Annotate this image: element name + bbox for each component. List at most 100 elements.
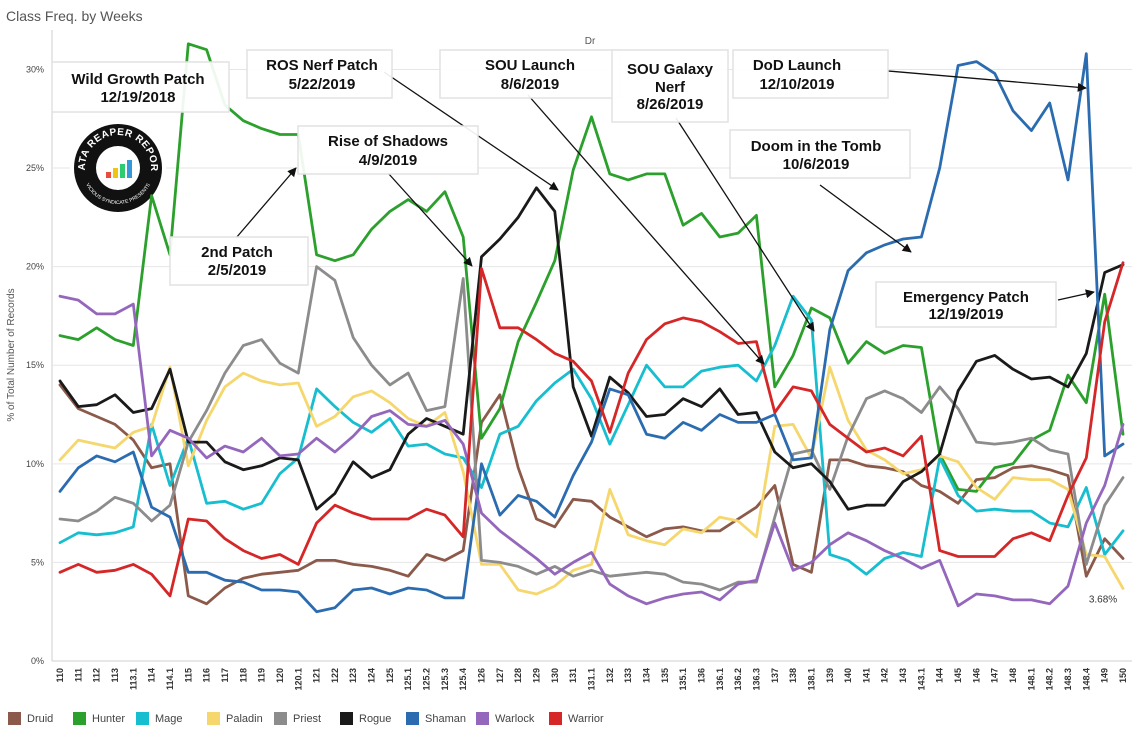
x-tick-label: 148.3 [1063, 668, 1073, 691]
x-tick-label: 125.3 [440, 668, 450, 691]
y-tick-label: 0% [31, 656, 44, 666]
y-tick-label: 20% [26, 262, 44, 272]
annotation-text-ros-nerf: ROS Nerf Patch [266, 57, 378, 74]
y-tick-label: 5% [31, 557, 44, 567]
legend-swatch-warrior [549, 712, 562, 725]
annotation-text-sou-galaxy: 8/26/2019 [637, 96, 704, 113]
x-tick-label: 117 [220, 668, 230, 683]
y-axis-label: % of Total Number of Records [6, 288, 17, 421]
annotation-arrow-doom-tomb [819, 184, 912, 253]
x-tick-label: 118 [238, 668, 248, 683]
x-tick-label: 113 [110, 668, 120, 683]
legend-swatch-hunter [73, 712, 86, 725]
series-line-rogue [58, 186, 1125, 511]
legend-swatch-druid [8, 712, 21, 725]
series-line-mage [58, 294, 1125, 576]
chart-title: Class Freq. by Weeks [6, 8, 143, 24]
legend-label-warlock: Warlock [495, 713, 535, 725]
x-tick-label: 112 [92, 668, 102, 683]
logo-bar [113, 168, 118, 178]
annotation-box-emergency [875, 281, 1057, 328]
annotation-text-wild-growth: Wild Growth Patch [71, 71, 204, 88]
legend-label-rogue: Rogue [359, 713, 391, 725]
annotation-box-rise-of-shadows [297, 125, 479, 175]
legend-label-mage: Mage [155, 713, 183, 725]
x-tick-label: 126 [477, 668, 487, 683]
x-tick-label: 111 [73, 668, 83, 682]
x-tick-label: 140 [843, 668, 853, 683]
x-tick-label: 114.1 [165, 668, 175, 690]
series-line-priest [58, 265, 1125, 592]
annotation-box-sou-galaxy [611, 49, 729, 123]
x-tick-label: 141 [861, 668, 871, 683]
x-tick-label: 150 [1118, 668, 1128, 683]
x-tick-label: 123 [348, 668, 358, 683]
x-tick-label: 127 [495, 668, 505, 683]
annotation-arrow-sou-galaxy [675, 117, 815, 332]
logo-bar [120, 164, 125, 178]
annotation-arrow-dod-launch [887, 70, 1087, 92]
logo-bar [127, 160, 132, 178]
x-tick-label: 133 [623, 668, 633, 683]
annotation-text-sou-launch: SOU Launch [485, 57, 575, 74]
x-tick-label: 124 [367, 668, 377, 683]
x-tick-label: 136.2 [733, 668, 743, 691]
series-line-hunter [58, 42, 1125, 493]
annotation-text-dod-launch: DoD Launch [753, 57, 841, 74]
annotation-text-ros-nerf: 5/22/2019 [289, 76, 356, 93]
x-tick-label: 129 [532, 668, 542, 683]
annotation-text-sou-galaxy: SOU Galaxy [627, 61, 714, 78]
x-tick-label: 120.1 [293, 668, 303, 691]
y-tick-layer: 0% 5% 10% 15% 20% 25% 30% [26, 64, 44, 666]
x-tick-label: 115 [183, 668, 193, 683]
annotation-box-second-patch [169, 236, 309, 286]
y-tick-label: 30% [26, 64, 44, 74]
annotation-text-wild-growth: 12/19/2018 [100, 89, 175, 106]
x-tick-label: 120 [275, 668, 285, 683]
x-tick-label: 144 [935, 668, 945, 683]
grid-layer [51, 30, 1132, 662]
x-tick-label: 135.1 [678, 668, 688, 691]
x-tick-layer: 110 111 112 113 113.1 114 114.1 115 116 117 118 119… [55, 668, 1128, 691]
x-tick-label: 130 [550, 668, 560, 683]
annotation-text-emergency: 12/19/2019 [928, 306, 1003, 323]
x-tick-label: 143 [898, 668, 908, 683]
x-tick-label: 146 [971, 668, 981, 683]
series-line-warlock [58, 294, 1125, 608]
legend-label-priest: Priest [293, 713, 321, 725]
x-tick-label: 136.1 [715, 668, 725, 691]
x-tick-label: 125.2 [422, 668, 432, 691]
series-line-shaman [58, 52, 1125, 614]
legend-swatch-paladin [207, 712, 220, 725]
legend-label-druid: Druid [27, 713, 53, 725]
series-line-warrior [58, 261, 1125, 598]
annotation-box-doom-tomb [729, 129, 911, 179]
legend-label-hunter: Hunter [92, 713, 125, 725]
x-tick-label: 132 [605, 668, 615, 683]
x-tick-label: 137 [770, 668, 780, 683]
logo-bar [106, 172, 111, 178]
x-tick-label: 143.1 [916, 668, 926, 691]
x-tick-label: 114 [147, 668, 157, 683]
annotation-box-ros-nerf [246, 49, 393, 99]
annotation-text-sou-galaxy: Nerf [655, 79, 686, 96]
x-tick-label: 136 [696, 668, 706, 683]
annotation-box-dod-launch [732, 49, 889, 99]
x-tick-label: 149 [1100, 668, 1110, 683]
legend: Druid Hunter Mage Paladin Priest Rogue Shaman W… [8, 712, 604, 725]
legend-swatch-shaman [406, 712, 419, 725]
annotation-text-rise-of-shadows: 4/9/2019 [359, 152, 417, 169]
x-tick-label: 125 [385, 668, 395, 683]
x-tick-label: 139 [825, 668, 835, 683]
annotation-arrow-sou-launch [527, 94, 765, 365]
y-tick-label: 15% [26, 360, 44, 370]
annotation-text-second-patch: 2nd Patch [201, 244, 273, 261]
x-tick-label: 147 [990, 668, 1000, 683]
annotation-box-sou-launch [439, 49, 621, 99]
x-tick-label: 125.4 [458, 668, 468, 691]
x-tick-label: 131 [568, 668, 578, 683]
series-line-paladin [58, 365, 1125, 596]
x-tick-label: 148 [1008, 668, 1018, 683]
